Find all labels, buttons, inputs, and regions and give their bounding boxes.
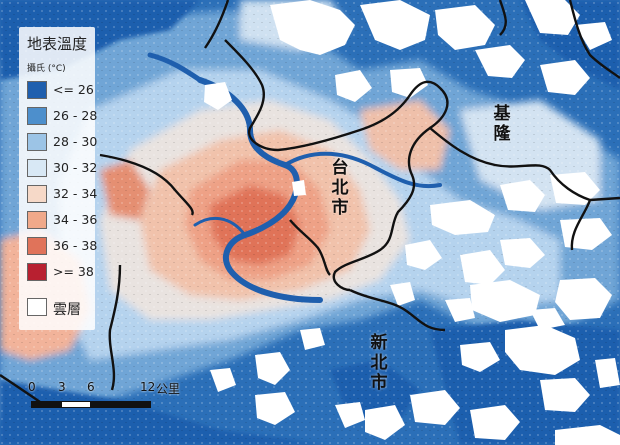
legend-item: 28 - 30 — [27, 131, 97, 153]
legend-item: 26 - 28 — [27, 105, 97, 127]
scale-bar: 0 3 6 12 公里 — [26, 380, 180, 416]
legend-item: >= 38 — [27, 261, 97, 283]
legend-swatch — [27, 107, 47, 125]
new-taipei-label: 新北市 — [370, 333, 388, 393]
scale-segment-1 — [31, 401, 61, 408]
legend-item-label: 30 - 32 — [53, 160, 98, 175]
keelung-label: 基隆 — [493, 104, 511, 144]
scale-tick-12: 12 — [140, 380, 156, 394]
legend-item-label: 28 - 30 — [53, 134, 98, 149]
scale-tick-3: 3 — [58, 380, 66, 394]
legend-item-label: >= 38 — [53, 264, 94, 279]
scale-segment-2 — [61, 401, 91, 408]
cloud-swatch — [27, 298, 47, 316]
legend-cloud-label: 雲層 — [53, 302, 81, 318]
legend-title: 地表溫度 — [27, 35, 88, 53]
legend-item-label: 34 - 36 — [53, 212, 98, 227]
legend-item: <= 26 — [27, 79, 97, 101]
scale-segment-3 — [91, 401, 151, 408]
scale-tick-6: 6 — [87, 380, 95, 394]
legend-swatch — [27, 237, 47, 255]
legend: 地表溫度 攝氏 (°C) <= 26 26 - 28 28 - 30 30 - 32 3… — [19, 27, 97, 330]
legend-swatch — [27, 263, 47, 281]
legend-item-label: 36 - 38 — [53, 238, 98, 253]
legend-swatch — [27, 211, 47, 229]
cloud-patches — [204, 0, 620, 445]
legend-swatch — [27, 185, 47, 203]
legend-swatch — [27, 159, 47, 177]
legend-item-label: 26 - 28 — [53, 108, 98, 123]
scale-unit: 公里 — [156, 382, 181, 396]
legend-unit: 攝氏 (°C) — [27, 64, 66, 74]
scale-tick-0: 0 — [28, 380, 36, 394]
taipei-label: 台北市 — [331, 158, 349, 218]
legend-item: 34 - 36 — [27, 209, 97, 231]
legend-item-cloud: 雲層 — [27, 296, 97, 318]
boundaries — [0, 0, 620, 403]
legend-item: 30 - 32 — [27, 157, 97, 179]
legend-item: 36 - 38 — [27, 235, 97, 257]
legend-swatch — [27, 133, 47, 151]
legend-item-label: 32 - 34 — [53, 186, 98, 201]
legend-item-label: <= 26 — [53, 82, 94, 97]
legend-item: 32 - 34 — [27, 183, 97, 205]
legend-swatch — [27, 81, 47, 99]
